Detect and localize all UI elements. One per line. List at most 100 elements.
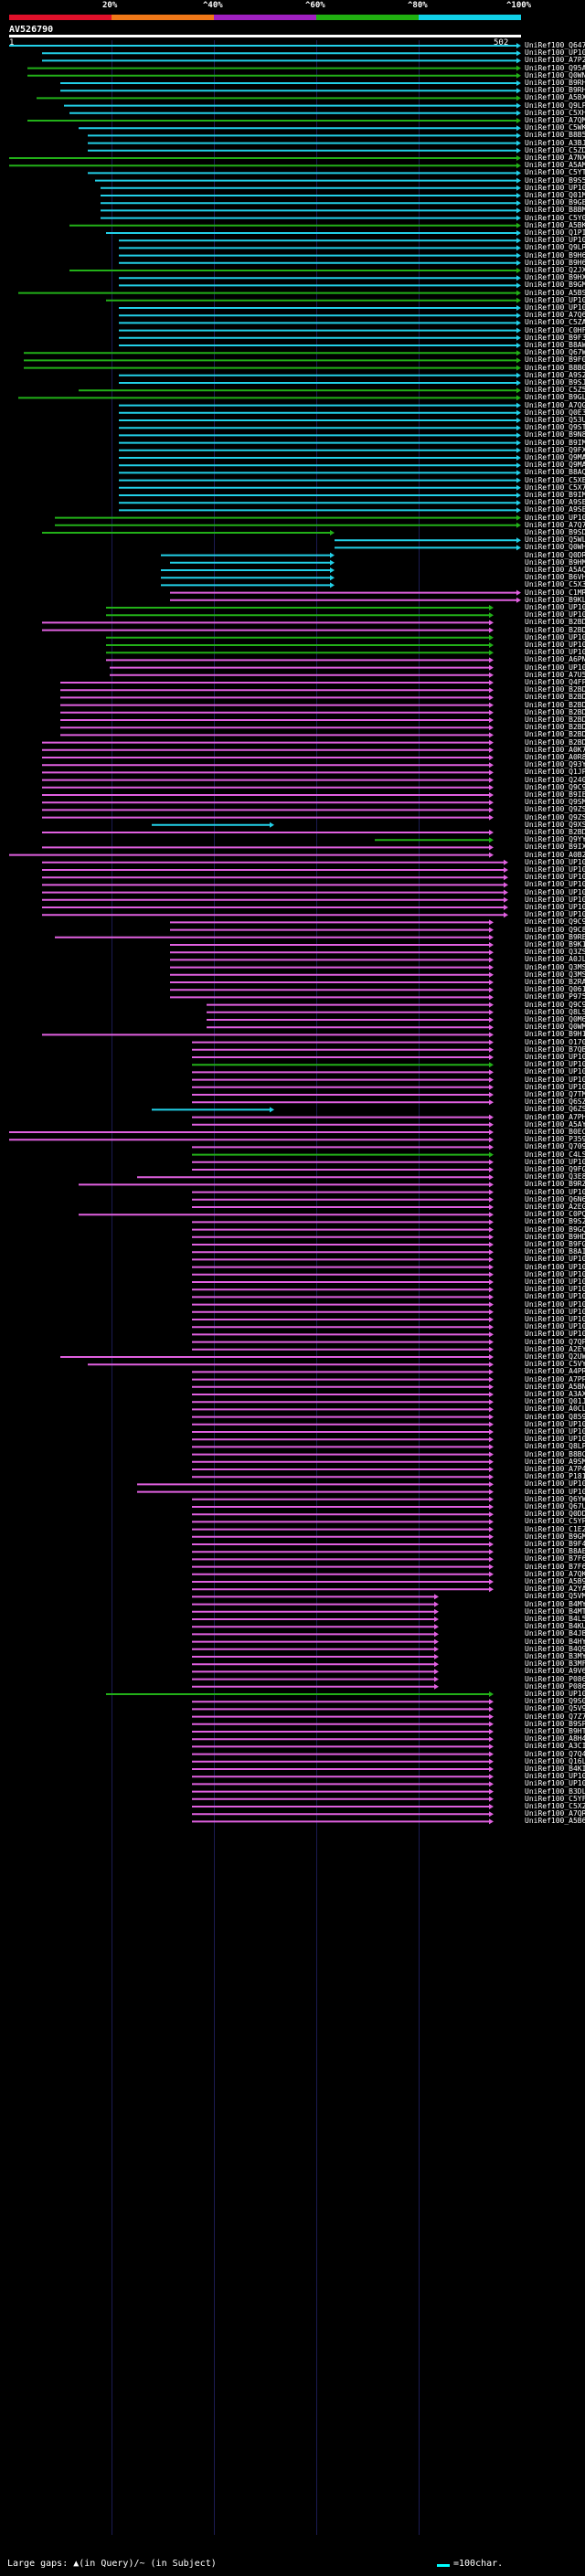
hit-label[interactable]: UniRef100_A7QR08 (525, 1809, 585, 1818)
hit-label[interactable]: UniRef100_Q9ZSD8 (525, 812, 585, 822)
hit-label[interactable]: UniRef100_P08630-2 (525, 1674, 585, 1683)
hit-label[interactable]: UniRef100_Q9C9U5 (525, 1000, 585, 1009)
hit-label[interactable]: UniRef100_B9HME1 (525, 557, 585, 567)
hit-label[interactable]: UniRef100_UP1000.. (525, 663, 585, 672)
hit-label[interactable]: UniRef100_B4KUM3 (525, 1622, 585, 1631)
hit-label[interactable]: UniRef100_B2RAW1 (525, 978, 585, 986)
hit-label[interactable]: UniRef100_Q16L66 (525, 1756, 585, 1765)
hit-label[interactable]: UniRef100_UP1000.. (525, 1322, 585, 1331)
hit-label[interactable]: UniRef100_A9S250 (525, 370, 585, 379)
hit-label[interactable]: UniRef100_B8AE88 (525, 1547, 585, 1556)
hit-label[interactable]: UniRef100_UP1000.. (525, 1330, 585, 1339)
hit-label[interactable]: UniRef100_A3CI05 (525, 1742, 585, 1751)
hit-label[interactable]: UniRef100_B0EC05 (525, 1128, 585, 1136)
hit-label[interactable]: UniRef100_B9K1X4 (525, 940, 585, 949)
hit-label[interactable]: UniRef100_A2EYX5 (525, 1344, 585, 1353)
hit-label[interactable]: UniRef100_UP1000.. (525, 910, 585, 919)
hit-label[interactable]: UniRef100_B4MT17 (525, 1606, 585, 1616)
hit-label[interactable]: UniRef100_UP1000.. (525, 880, 585, 889)
hit-label[interactable]: UniRef100_C5X770 (525, 482, 585, 492)
hit-label[interactable]: UniRef100_C0HFC3 (525, 325, 585, 334)
hit-label[interactable]: UniRef100_Q9STG4 (525, 423, 585, 432)
hit-label[interactable]: UniRef100_A9SEX4 (525, 498, 585, 507)
hit-label[interactable]: UniRef100_B3MFM0 (525, 1659, 585, 1669)
hit-label[interactable]: UniRef100_B4JBV4 (525, 1629, 585, 1638)
hit-label[interactable]: UniRef100_C5WKU5 (525, 123, 585, 133)
hit-label[interactable]: UniRef100_O17055 (525, 1037, 585, 1046)
hit-label[interactable]: UniRef100_UP1000.. (525, 865, 585, 874)
hit-label[interactable]: UniRef100_Q9C9G3 (525, 917, 585, 927)
hit-label[interactable]: UniRef100_Q8LS25 (525, 1007, 585, 1016)
hit-label[interactable]: UniRef100_UP1000.. (525, 1187, 585, 1196)
hit-label[interactable]: UniRef100_UP1000.. (525, 303, 585, 312)
hit-label[interactable]: UniRef100_Q95A26 (525, 63, 585, 72)
hit-label[interactable]: UniRef100_A5BSI7 (525, 288, 585, 297)
hit-label[interactable]: UniRef100_B9RHZ3 (525, 79, 585, 87)
hit-label[interactable]: UniRef100_B3MYM3 (525, 1652, 585, 1660)
hit-label[interactable]: UniRef100_UP1000.. (525, 1285, 585, 1294)
hit-label[interactable]: UniRef100_Q8LPH3 (525, 1442, 585, 1451)
hit-label[interactable]: UniRef100_Q7TMU1 (525, 1090, 585, 1098)
hit-label[interactable]: UniRef100_A0B2C4 (525, 850, 585, 859)
hit-label[interactable]: UniRef100_UP1000.. (525, 1772, 585, 1781)
hit-label[interactable]: UniRef100_UP1000.. (525, 895, 585, 904)
hit-label[interactable]: UniRef100_UP1000.. (525, 1292, 585, 1301)
hit-label[interactable]: UniRef100_C5ZA86 (525, 318, 585, 327)
hit-label[interactable]: UniRef100_A7P4P8 (525, 1465, 585, 1473)
hit-label[interactable]: UniRef100_UP1000.. (525, 513, 585, 522)
hit-label[interactable]: UniRef100_A7PH59 (525, 1112, 585, 1121)
hit-label[interactable]: UniRef100_C0PQ12 (525, 1210, 585, 1219)
hit-label[interactable]: UniRef100_B2BDB9 (525, 693, 585, 702)
hit-label[interactable]: UniRef100_UP1000.. (525, 295, 585, 304)
hit-label[interactable]: UniRef100_Q9LPA1 (525, 101, 585, 110)
hit-label[interactable]: UniRef100_B9KL36 (525, 595, 585, 604)
hit-label[interactable]: UniRef100_UP1000.. (525, 1487, 585, 1496)
hit-label[interactable]: UniRef100_A0JLK7 (525, 955, 585, 964)
hit-label[interactable]: UniRef100_B2BDB0 (525, 716, 585, 724)
hit-label[interactable]: UniRef100_Q0DDD4 (525, 1510, 585, 1519)
hit-label[interactable]: UniRef100_B9FGC2 (525, 1240, 585, 1248)
hit-label[interactable]: UniRef100_Q2JXI5 (525, 266, 585, 274)
hit-label[interactable]: UniRef100_B9N8T8 (525, 430, 585, 440)
hit-label[interactable]: UniRef100_B9REU5 (525, 932, 585, 941)
hit-label[interactable]: UniRef100_C5YTZ4 (525, 168, 585, 177)
hit-label[interactable]: UniRef100_B4MY37 (525, 1599, 585, 1608)
hit-label[interactable]: UniRef100_Q0WN08 (525, 70, 585, 80)
hit-label[interactable]: UniRef100_A7PP16 (525, 1374, 585, 1383)
hit-label[interactable]: UniRef100_Q6ZSD1 (525, 1105, 585, 1114)
hit-label[interactable]: UniRef100_B9GQ94 (525, 1224, 585, 1234)
hit-label[interactable]: UniRef100_P97504 (525, 992, 585, 1002)
hit-label[interactable]: UniRef100_UP1000.. (525, 1419, 585, 1428)
hit-label[interactable]: UniRef100_C5ZDK7 (525, 145, 585, 154)
hit-label[interactable]: UniRef100_UP1000.. (525, 903, 585, 911)
hit-label[interactable]: UniRef100_Q3MS96 (525, 962, 585, 971)
hit-label[interactable]: UniRef100_B9GLZ8 (525, 393, 585, 402)
hit-label[interactable]: UniRef100_B2BDB6 (525, 700, 585, 709)
hit-label[interactable]: UniRef100_Q9FGZ6 (525, 1165, 585, 1173)
hit-label[interactable]: UniRef100_B9F073 (525, 355, 585, 365)
hit-label[interactable]: UniRef100_UP1000.. (525, 873, 585, 882)
hit-label[interactable]: UniRef100_Q64768 (525, 41, 585, 49)
hit-label[interactable]: UniRef100_C5XHG9 (525, 108, 585, 117)
hit-label[interactable]: UniRef100_Q9YY17 (525, 835, 585, 844)
hit-label[interactable]: UniRef100_A7P2P9 (525, 56, 585, 65)
hit-label[interactable]: UniRef100_Q0M6H2 (525, 1015, 585, 1023)
hit-label[interactable]: UniRef100_B9IEA9 (525, 790, 585, 799)
hit-label[interactable]: UniRef100_B4KI72 (525, 1765, 585, 1773)
hit-label[interactable]: UniRef100_B8BC41 (525, 1449, 585, 1458)
hit-label[interactable]: UniRef100_Q709K7 (525, 1142, 585, 1151)
hit-label[interactable]: UniRef100_UP1000.. (525, 1299, 585, 1309)
hit-label[interactable]: UniRef100_A7NXT1 (525, 154, 585, 162)
hit-label[interactable]: UniRef100_UP1000.. (525, 1067, 585, 1076)
hit-label[interactable]: UniRef100_C5X2M6 (525, 1802, 585, 1810)
hit-label[interactable]: UniRef100_Q7Q4R9 (525, 1749, 585, 1758)
hit-label[interactable]: UniRef100_A2YAZ9 (525, 1585, 585, 1594)
hit-label[interactable]: UniRef100_UP1000.. (525, 1157, 585, 1166)
hit-label[interactable]: UniRef100_Q9S0L9 (525, 1697, 585, 1706)
hit-label[interactable]: UniRef100_UP1000.. (525, 610, 585, 620)
hit-label[interactable]: UniRef100_UP1000.. (525, 183, 585, 192)
hit-label[interactable]: UniRef100_B8AQZ0 (525, 468, 585, 477)
hit-label[interactable]: UniRef100_A0K7Q9 (525, 745, 585, 754)
hit-label[interactable]: UniRef100_B9RHZ4 (525, 86, 585, 95)
hit-label[interactable]: UniRef100_A4PRA9 (525, 1367, 585, 1376)
